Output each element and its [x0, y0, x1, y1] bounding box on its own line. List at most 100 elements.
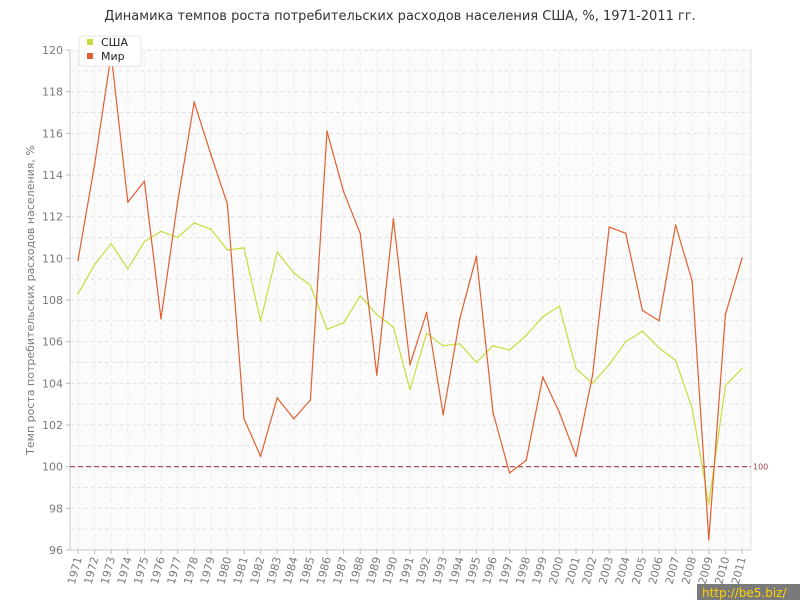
data-point-usa — [342, 322, 345, 324]
data-point-world — [392, 217, 395, 220]
y-tick-label: 98 — [49, 502, 63, 515]
data-point-world — [376, 374, 378, 376]
legend-label-world: Мир — [101, 50, 125, 63]
data-point-usa — [326, 328, 328, 330]
data-point-world — [591, 374, 594, 376]
data-point-usa — [110, 242, 112, 245]
data-point-usa — [708, 503, 710, 505]
data-point-usa — [674, 359, 677, 362]
data-point-world — [259, 455, 262, 458]
data-point-usa — [741, 367, 743, 370]
data-point-world — [508, 472, 511, 474]
data-point-world — [309, 399, 312, 401]
data-point-world — [409, 363, 411, 366]
y-tick-label: 106 — [42, 336, 63, 349]
data-point-world — [741, 257, 743, 260]
watermark: http://be5.biz/ — [697, 584, 800, 600]
y-axis-ticks: 96 98 100 102 104 106 108 110 112 114 116 118 120 — [42, 44, 70, 557]
data-point-world — [293, 417, 295, 420]
data-point-world — [542, 376, 544, 378]
data-point-world — [691, 280, 693, 283]
y-tick-label: 112 — [42, 211, 63, 224]
data-point-usa — [475, 361, 478, 364]
data-point-world — [243, 417, 245, 420]
data-point-usa — [508, 349, 511, 351]
data-point-world — [658, 320, 660, 322]
data-point-world — [143, 180, 146, 183]
data-point-usa — [293, 272, 295, 274]
data-point-world — [77, 259, 79, 262]
data-point-world — [708, 538, 710, 541]
data-point-world — [724, 313, 727, 316]
data-point-usa — [160, 230, 162, 233]
data-point-usa — [492, 345, 494, 347]
data-point-world — [193, 101, 195, 103]
data-point-world — [459, 317, 461, 320]
data-point-usa — [376, 313, 378, 316]
data-point-world — [359, 232, 362, 235]
data-point-usa — [259, 320, 262, 322]
data-point-world — [326, 130, 328, 133]
data-point-world — [342, 190, 345, 193]
data-point-usa — [591, 382, 594, 385]
data-point-usa — [425, 332, 428, 335]
data-point-usa — [309, 284, 312, 287]
data-point-usa — [359, 295, 362, 297]
data-point-world — [575, 455, 577, 458]
data-point-usa — [442, 345, 445, 347]
data-point-world — [127, 201, 129, 203]
data-point-usa — [608, 363, 610, 366]
data-point-world — [475, 255, 478, 258]
chart-title: Динамика темпов роста потребительских ра… — [104, 9, 696, 24]
data-point-usa — [193, 222, 195, 224]
data-point-usa — [625, 340, 627, 343]
data-point-world — [276, 397, 279, 399]
data-point-world — [226, 203, 229, 205]
data-point-usa — [93, 263, 96, 266]
data-point-usa — [127, 267, 129, 270]
data-point-world — [641, 309, 644, 312]
data-point-world — [492, 411, 494, 414]
data-point-world — [176, 201, 179, 203]
data-point-usa — [641, 330, 644, 333]
data-point-usa — [459, 342, 461, 345]
y-tick-label: 96 — [49, 544, 63, 557]
data-point-world — [625, 232, 627, 235]
y-tick-label: 108 — [42, 294, 63, 307]
y-tick-label: 116 — [42, 127, 63, 140]
x-tick-label: 2011 — [729, 555, 749, 585]
y-tick-label: 100 — [42, 461, 63, 474]
data-point-usa — [243, 247, 245, 249]
legend-swatch-world — [87, 53, 93, 59]
reference-line-label: 100 — [753, 463, 768, 472]
data-point-usa — [658, 347, 660, 349]
data-point-world — [558, 411, 561, 414]
data-point-usa — [525, 334, 527, 337]
data-point-usa — [575, 367, 577, 370]
y-tick-label: 104 — [42, 377, 63, 390]
data-point-usa — [176, 236, 179, 239]
y-tick-label: 118 — [42, 86, 63, 99]
data-point-usa — [409, 388, 411, 391]
data-point-usa — [558, 305, 561, 308]
reference-line: 100 — [70, 463, 768, 472]
data-point-usa — [392, 326, 395, 328]
data-point-usa — [276, 251, 279, 253]
x-axis-ticks: 1971197219731974197519761977197819791980… — [65, 550, 749, 586]
data-point-usa — [77, 292, 79, 295]
y-tick-label: 110 — [42, 252, 63, 265]
data-point-world — [674, 224, 677, 226]
legend: США Мир — [78, 35, 142, 67]
y-tick-label: 102 — [42, 419, 63, 432]
data-point-world — [93, 163, 96, 166]
data-point-usa — [143, 240, 146, 243]
data-point-usa — [691, 407, 693, 410]
data-point-usa — [226, 249, 229, 251]
series-lines — [77, 53, 743, 541]
data-point-usa — [542, 315, 544, 318]
y-tick-label: 114 — [42, 169, 63, 182]
data-point-usa — [724, 384, 727, 387]
data-point-world — [442, 413, 445, 416]
data-point-usa — [210, 228, 212, 230]
